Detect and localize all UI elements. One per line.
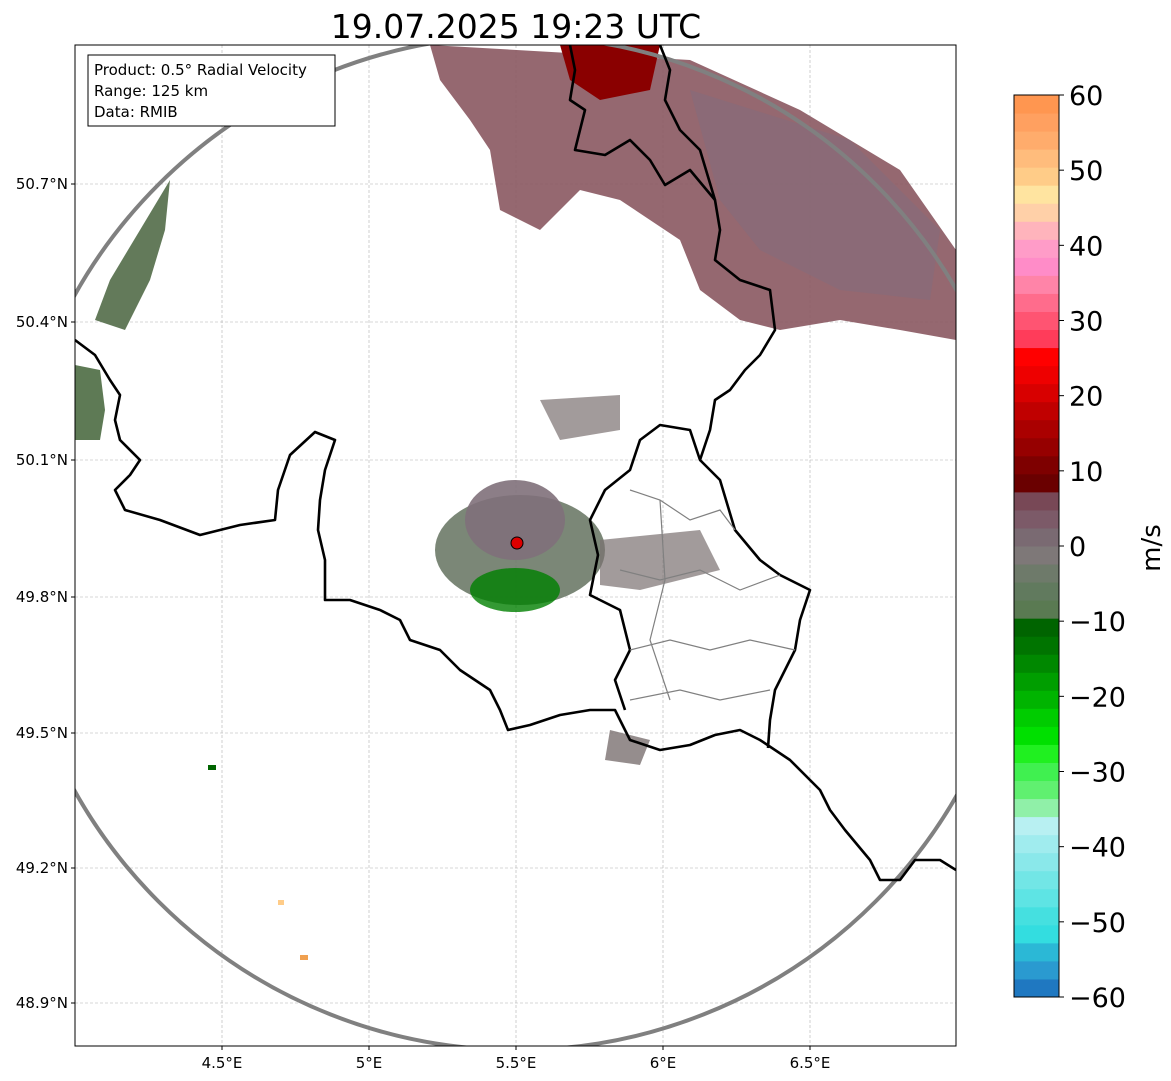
colorbar-segment [1014,149,1059,168]
colorbar-segment [1014,816,1059,836]
country-borders [75,45,956,882]
colorbar-segment [1014,744,1059,763]
lat-tick-label: 50.1°N [16,451,68,469]
colorbar-segment [1014,473,1059,493]
colorbar-segment [1014,347,1059,367]
lon-tick-label: 5.5°E [496,1054,537,1072]
colorbar-segment [1014,401,1059,421]
colorbar-segment [1014,275,1059,294]
lat-tick-label: 49.5°N [16,724,68,742]
lat-tick-label: 49.8°N [16,588,68,606]
colorbar-tick-label: −40 [1069,833,1126,864]
colorbar-segment [1014,185,1059,204]
colorbar-segment [1014,203,1059,222]
district-borders [619,489,796,701]
colorbar-label: m/s [1137,524,1167,572]
lon-tick-label: 4.5°E [202,1054,243,1072]
lat-tick-label: 48.9°N [16,994,68,1012]
lon-tick-label: 6°E [650,1054,677,1072]
lat-tick-label: 50.7°N [16,175,68,193]
colorbar-tick-label: 30 [1069,307,1103,338]
lon-tick-labels: 4.5°E 5°E 5.5°E 6°E 6.5°E [202,1046,831,1072]
velocity-echoes [75,45,956,960]
lat-tick-labels: 50.7°N 50.4°N 50.1°N 49.8°N 49.5°N 49.2°N 48.9… [16,175,75,1012]
colorbar-segment [1014,509,1059,529]
colorbar-tick-label: −50 [1069,908,1126,939]
colorbar-tick-label: 0 [1069,532,1086,563]
colorbar-segment [1014,239,1059,258]
colorbar-segment [1014,95,1059,114]
info-product: Product: 0.5° Radial Velocity [94,61,307,79]
colorbar-segment [1014,311,1059,331]
map-area [75,45,956,1046]
lat-tick-label: 50.4°N [16,313,68,331]
colorbar: 60 50 40 30 20 10 0 −10 −20 −30 −40 −50 −60 [1013,81,1126,1014]
colorbar-segment [1014,582,1059,601]
info-box: Product: 0.5° Radial Velocity Range: 125… [87,54,336,127]
colorbar-segment [1014,491,1059,511]
colorbar-segment [1014,834,1059,854]
colorbar-segment [1014,654,1059,673]
colorbar-segment [1014,419,1059,439]
colorbar-segment [1014,726,1059,745]
colorbar-segment [1014,852,1059,872]
colorbar-segment [1014,167,1059,186]
info-data: Data: RMIB [94,103,178,121]
colorbar-segment [1014,257,1059,276]
colorbar-segment [1014,527,1059,547]
lon-tick-label: 6.5°E [790,1054,831,1072]
colorbar-segment [1014,690,1059,709]
colorbar-tick-label: −60 [1069,983,1126,1014]
colorbar-segment [1014,960,1059,980]
colorbar-segment [1014,365,1059,385]
colorbar-segment [1014,618,1059,637]
colorbar-segment [1014,113,1059,132]
colorbar-segment [1014,329,1059,349]
colorbar-segment [1014,455,1059,475]
colorbar-segment [1014,924,1059,944]
radar-site-marker [510,536,524,550]
colorbar-segment [1014,383,1059,403]
colorbar-tick-label: 10 [1069,457,1103,488]
figure-title: 19.07.2025 19:23 UTC [331,7,701,46]
colorbar-segment [1014,780,1059,800]
colorbar-segment [1014,708,1059,727]
colorbar-segment [1014,636,1059,655]
colorbar-segment [1014,600,1059,619]
colorbar-segment [1014,870,1059,890]
colorbar-segment [1014,798,1059,818]
colorbar-segment [1014,672,1059,691]
colorbar-segment [1014,564,1059,583]
colorbar-tick-label: −10 [1069,607,1126,638]
colorbar-segment [1014,762,1059,782]
colorbar-segment [1014,546,1059,565]
lon-tick-label: 5°E [356,1054,383,1072]
colorbar-segment [1014,131,1059,150]
colorbar-segment [1014,221,1059,240]
lat-tick-label: 49.2°N [16,859,68,877]
colorbar-segment [1014,888,1059,908]
colorbar-tick-label: −30 [1069,758,1126,789]
colorbar-segment [1014,293,1059,312]
colorbar-segment [1014,906,1059,926]
colorbar-tick-label: −20 [1069,682,1126,713]
info-range: Range: 125 km [94,82,208,100]
colorbar-tick-label: 50 [1069,156,1103,187]
colorbar-tick-label: 40 [1069,231,1103,262]
colorbar-tick-label: 60 [1069,81,1103,112]
colorbar-segment [1014,978,1059,998]
colorbar-segment [1014,437,1059,457]
colorbar-tick-label: 20 [1069,382,1103,413]
colorbar-segment [1014,942,1059,962]
